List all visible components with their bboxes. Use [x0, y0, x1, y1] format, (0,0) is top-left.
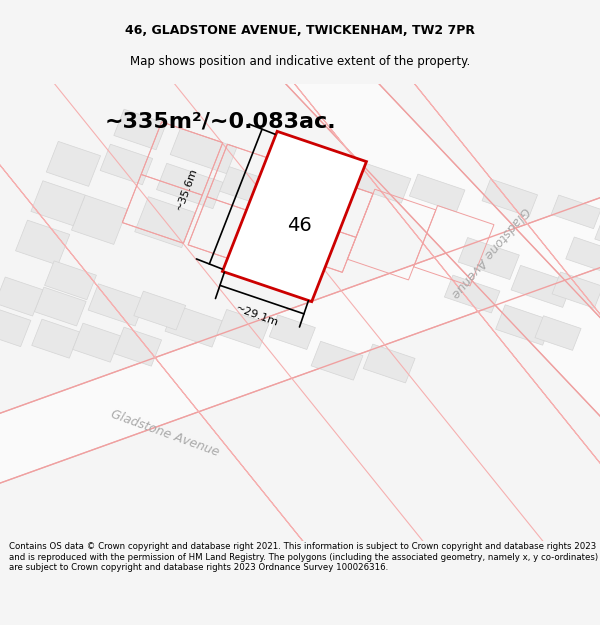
Polygon shape — [100, 144, 152, 185]
Polygon shape — [34, 287, 86, 326]
Polygon shape — [552, 272, 600, 308]
Polygon shape — [44, 261, 97, 300]
Polygon shape — [0, 308, 31, 347]
Polygon shape — [551, 195, 600, 229]
Polygon shape — [595, 220, 600, 252]
Polygon shape — [496, 305, 552, 345]
Polygon shape — [511, 266, 572, 308]
Polygon shape — [170, 128, 237, 174]
Text: Contains OS data © Crown copyright and database right 2021. This information is : Contains OS data © Crown copyright and d… — [9, 542, 598, 572]
Polygon shape — [223, 131, 367, 302]
Polygon shape — [254, 7, 600, 441]
Polygon shape — [363, 344, 415, 383]
Polygon shape — [88, 284, 145, 326]
Polygon shape — [0, 277, 43, 316]
Polygon shape — [0, 184, 600, 496]
Polygon shape — [269, 315, 316, 349]
Polygon shape — [482, 179, 538, 217]
Polygon shape — [32, 319, 80, 358]
Polygon shape — [409, 174, 465, 212]
Polygon shape — [114, 109, 166, 150]
Text: Map shows position and indicative extent of the property.: Map shows position and indicative extent… — [130, 55, 470, 68]
Polygon shape — [71, 195, 127, 244]
Text: Gladstone Avenue: Gladstone Avenue — [448, 204, 532, 300]
Polygon shape — [350, 161, 411, 203]
Text: ~35.6m: ~35.6m — [174, 166, 199, 212]
Text: ~29.1m: ~29.1m — [234, 304, 280, 329]
Text: Gladstone Avenue: Gladstone Avenue — [109, 408, 221, 459]
Polygon shape — [311, 341, 363, 380]
Polygon shape — [535, 316, 581, 351]
Polygon shape — [165, 305, 222, 347]
Polygon shape — [114, 327, 161, 366]
Text: ~335m²/~0.083ac.: ~335m²/~0.083ac. — [104, 112, 336, 132]
Polygon shape — [268, 153, 329, 195]
Polygon shape — [16, 220, 70, 265]
Polygon shape — [73, 323, 121, 362]
Polygon shape — [46, 141, 101, 186]
Polygon shape — [31, 181, 85, 226]
Text: 46, GLADSTONE AVENUE, TWICKENHAM, TW2 7PR: 46, GLADSTONE AVENUE, TWICKENHAM, TW2 7P… — [125, 24, 475, 37]
Polygon shape — [458, 238, 520, 279]
Polygon shape — [566, 237, 600, 273]
Text: 46: 46 — [287, 216, 312, 235]
Polygon shape — [135, 197, 196, 248]
Polygon shape — [157, 163, 223, 209]
Polygon shape — [217, 309, 269, 348]
Polygon shape — [134, 291, 185, 330]
Polygon shape — [220, 167, 276, 207]
Polygon shape — [445, 275, 500, 313]
